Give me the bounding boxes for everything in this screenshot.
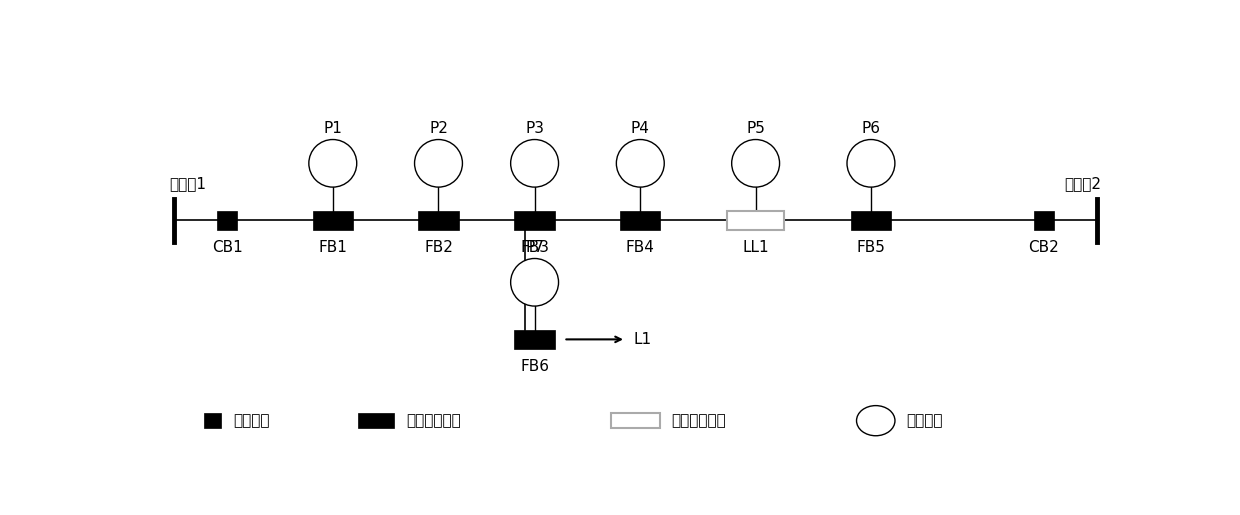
Text: FB3: FB3: [520, 240, 549, 255]
Bar: [217, 211, 237, 230]
Bar: [418, 211, 459, 230]
Bar: [358, 413, 394, 428]
Ellipse shape: [511, 259, 558, 306]
Text: FB4: FB4: [626, 240, 655, 255]
Ellipse shape: [309, 140, 357, 187]
Text: 馈线联络开关: 馈线联络开关: [671, 413, 725, 428]
Text: 保护设备: 保护设备: [906, 413, 942, 428]
Text: LL1: LL1: [743, 240, 769, 255]
Text: P4: P4: [631, 121, 650, 135]
Text: P1: P1: [324, 121, 342, 135]
Text: CB1: CB1: [212, 240, 243, 255]
Ellipse shape: [857, 406, 895, 436]
Text: 变电站2: 变电站2: [1065, 176, 1101, 191]
Text: FB2: FB2: [424, 240, 453, 255]
Ellipse shape: [414, 140, 463, 187]
Text: CB2: CB2: [1028, 240, 1059, 255]
Bar: [620, 211, 661, 230]
Text: 出线开关: 出线开关: [233, 413, 269, 428]
Text: P6: P6: [862, 121, 880, 135]
Text: L1: L1: [634, 332, 652, 347]
Bar: [1034, 211, 1054, 230]
Text: FB6: FB6: [520, 359, 549, 374]
Bar: [611, 413, 660, 428]
Bar: [851, 211, 892, 230]
Text: 变电站1: 变电站1: [170, 176, 206, 191]
Bar: [205, 413, 221, 428]
Text: P3: P3: [525, 121, 544, 135]
Ellipse shape: [511, 140, 558, 187]
Text: P7: P7: [526, 239, 544, 254]
Bar: [727, 211, 785, 230]
Bar: [515, 211, 554, 230]
Bar: [312, 211, 353, 230]
Text: P2: P2: [429, 121, 448, 135]
Bar: [515, 330, 554, 349]
Ellipse shape: [732, 140, 780, 187]
Ellipse shape: [847, 140, 895, 187]
Text: 馈线分段开关: 馈线分段开关: [405, 413, 460, 428]
Text: FB1: FB1: [319, 240, 347, 255]
Text: P5: P5: [746, 121, 765, 135]
Text: FB5: FB5: [857, 240, 885, 255]
Ellipse shape: [616, 140, 665, 187]
